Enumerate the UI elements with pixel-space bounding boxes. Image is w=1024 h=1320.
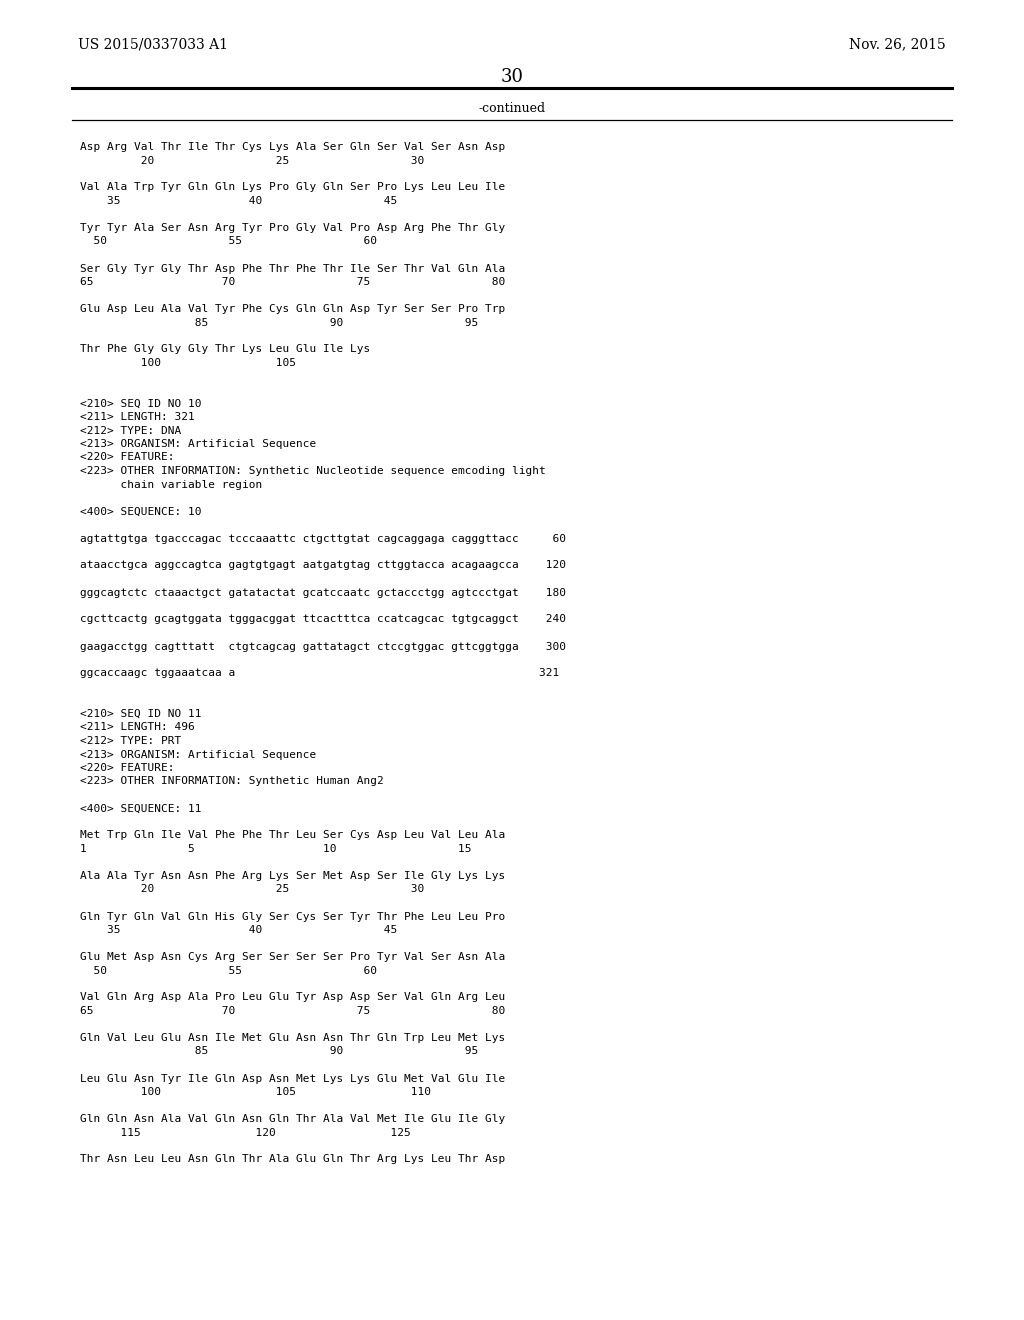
Text: Met Trp Gln Ile Val Phe Phe Thr Leu Ser Cys Asp Leu Val Leu Ala: Met Trp Gln Ile Val Phe Phe Thr Leu Ser … xyxy=(80,830,505,841)
Text: gaagacctgg cagtttatt  ctgtcagcag gattatagct ctccgtggac gttcggtgga    300: gaagacctgg cagtttatt ctgtcagcag gattatag… xyxy=(80,642,566,652)
Text: 115                 120                 125: 115 120 125 xyxy=(80,1127,411,1138)
Text: Ser Gly Tyr Gly Thr Asp Phe Thr Phe Thr Ile Ser Thr Val Gln Ala: Ser Gly Tyr Gly Thr Asp Phe Thr Phe Thr … xyxy=(80,264,505,273)
Text: Nov. 26, 2015: Nov. 26, 2015 xyxy=(849,37,946,51)
Text: <211> LENGTH: 321: <211> LENGTH: 321 xyxy=(80,412,195,422)
Text: <220> FEATURE:: <220> FEATURE: xyxy=(80,453,174,462)
Text: <220> FEATURE:: <220> FEATURE: xyxy=(80,763,174,774)
Text: Gln Tyr Gln Val Gln His Gly Ser Cys Ser Tyr Thr Phe Leu Leu Pro: Gln Tyr Gln Val Gln His Gly Ser Cys Ser … xyxy=(80,912,505,921)
Text: <211> LENGTH: 496: <211> LENGTH: 496 xyxy=(80,722,195,733)
Text: Glu Asp Leu Ala Val Tyr Phe Cys Gln Gln Asp Tyr Ser Ser Pro Trp: Glu Asp Leu Ala Val Tyr Phe Cys Gln Gln … xyxy=(80,304,505,314)
Text: 65                   70                  75                  80: 65 70 75 80 xyxy=(80,1006,505,1016)
Text: <223> OTHER INFORMATION: Synthetic Nucleotide sequence emcoding light: <223> OTHER INFORMATION: Synthetic Nucle… xyxy=(80,466,546,477)
Text: US 2015/0337033 A1: US 2015/0337033 A1 xyxy=(78,37,228,51)
Text: 35                   40                  45: 35 40 45 xyxy=(80,925,397,935)
Text: 100                 105: 100 105 xyxy=(80,358,296,368)
Text: Glu Met Asp Asn Cys Arg Ser Ser Ser Ser Pro Tyr Val Ser Asn Ala: Glu Met Asp Asn Cys Arg Ser Ser Ser Ser … xyxy=(80,952,505,962)
Text: <212> TYPE: PRT: <212> TYPE: PRT xyxy=(80,737,181,746)
Text: <213> ORGANISM: Artificial Sequence: <213> ORGANISM: Artificial Sequence xyxy=(80,750,316,759)
Text: Leu Glu Asn Tyr Ile Gln Asp Asn Met Lys Lys Glu Met Val Glu Ile: Leu Glu Asn Tyr Ile Gln Asp Asn Met Lys … xyxy=(80,1073,505,1084)
Text: Val Gln Arg Asp Ala Pro Leu Glu Tyr Asp Asp Ser Val Gln Arg Leu: Val Gln Arg Asp Ala Pro Leu Glu Tyr Asp … xyxy=(80,993,505,1002)
Text: gggcagtctc ctaaactgct gatatactat gcatccaatc gctaccctgg agtccctgat    180: gggcagtctc ctaaactgct gatatactat gcatcca… xyxy=(80,587,566,598)
Text: 65                   70                  75                  80: 65 70 75 80 xyxy=(80,277,505,286)
Text: 20                  25                  30: 20 25 30 xyxy=(80,884,424,895)
Text: Tyr Tyr Ala Ser Asn Arg Tyr Pro Gly Val Pro Asp Arg Phe Thr Gly: Tyr Tyr Ala Ser Asn Arg Tyr Pro Gly Val … xyxy=(80,223,505,234)
Text: cgcttcactg gcagtggata tgggacggat ttcactttca ccatcagcac tgtgcaggct    240: cgcttcactg gcagtggata tgggacggat ttcactt… xyxy=(80,615,566,624)
Text: Asp Arg Val Thr Ile Thr Cys Lys Ala Ser Gln Ser Val Ser Asn Asp: Asp Arg Val Thr Ile Thr Cys Lys Ala Ser … xyxy=(80,143,505,152)
Text: ggcaccaagc tggaaatcaa a                                             321: ggcaccaagc tggaaatcaa a 321 xyxy=(80,668,559,678)
Text: <210> SEQ ID NO 11: <210> SEQ ID NO 11 xyxy=(80,709,202,719)
Text: Thr Asn Leu Leu Asn Gln Thr Ala Glu Gln Thr Arg Lys Leu Thr Asp: Thr Asn Leu Leu Asn Gln Thr Ala Glu Gln … xyxy=(80,1155,505,1164)
Text: 85                  90                  95: 85 90 95 xyxy=(80,318,478,327)
Text: ataacctgca aggccagtca gagtgtgagt aatgatgtag cttggtacca acagaagcca    120: ataacctgca aggccagtca gagtgtgagt aatgatg… xyxy=(80,561,566,570)
Text: Val Ala Trp Tyr Gln Gln Lys Pro Gly Gln Ser Pro Lys Leu Leu Ile: Val Ala Trp Tyr Gln Gln Lys Pro Gly Gln … xyxy=(80,182,505,193)
Text: 100                 105                 110: 100 105 110 xyxy=(80,1086,431,1097)
Text: -continued: -continued xyxy=(478,102,546,115)
Text: <223> OTHER INFORMATION: Synthetic Human Ang2: <223> OTHER INFORMATION: Synthetic Human… xyxy=(80,776,384,787)
Text: 35                   40                  45: 35 40 45 xyxy=(80,195,397,206)
Text: chain variable region: chain variable region xyxy=(80,479,262,490)
Text: Gln Val Leu Glu Asn Ile Met Glu Asn Asn Thr Gln Trp Leu Met Lys: Gln Val Leu Glu Asn Ile Met Glu Asn Asn … xyxy=(80,1034,505,1043)
Text: 50                  55                  60: 50 55 60 xyxy=(80,236,377,247)
Text: 85                  90                  95: 85 90 95 xyxy=(80,1047,478,1056)
Text: agtattgtga tgacccagac tcccaaattc ctgcttgtat cagcaggaga cagggttacc     60: agtattgtga tgacccagac tcccaaattc ctgcttg… xyxy=(80,533,566,544)
Text: <213> ORGANISM: Artificial Sequence: <213> ORGANISM: Artificial Sequence xyxy=(80,440,316,449)
Text: Thr Phe Gly Gly Gly Thr Lys Leu Glu Ile Lys: Thr Phe Gly Gly Gly Thr Lys Leu Glu Ile … xyxy=(80,345,371,355)
Text: Gln Gln Asn Ala Val Gln Asn Gln Thr Ala Val Met Ile Glu Ile Gly: Gln Gln Asn Ala Val Gln Asn Gln Thr Ala … xyxy=(80,1114,505,1125)
Text: 20                  25                  30: 20 25 30 xyxy=(80,156,424,165)
Text: 30: 30 xyxy=(501,69,523,86)
Text: <400> SEQUENCE: 11: <400> SEQUENCE: 11 xyxy=(80,804,202,813)
Text: <400> SEQUENCE: 10: <400> SEQUENCE: 10 xyxy=(80,507,202,516)
Text: 1               5                   10                  15: 1 5 10 15 xyxy=(80,843,471,854)
Text: 50                  55                  60: 50 55 60 xyxy=(80,965,377,975)
Text: <212> TYPE: DNA: <212> TYPE: DNA xyxy=(80,425,181,436)
Text: <210> SEQ ID NO 10: <210> SEQ ID NO 10 xyxy=(80,399,202,408)
Text: Ala Ala Tyr Asn Asn Phe Arg Lys Ser Met Asp Ser Ile Gly Lys Lys: Ala Ala Tyr Asn Asn Phe Arg Lys Ser Met … xyxy=(80,871,505,880)
